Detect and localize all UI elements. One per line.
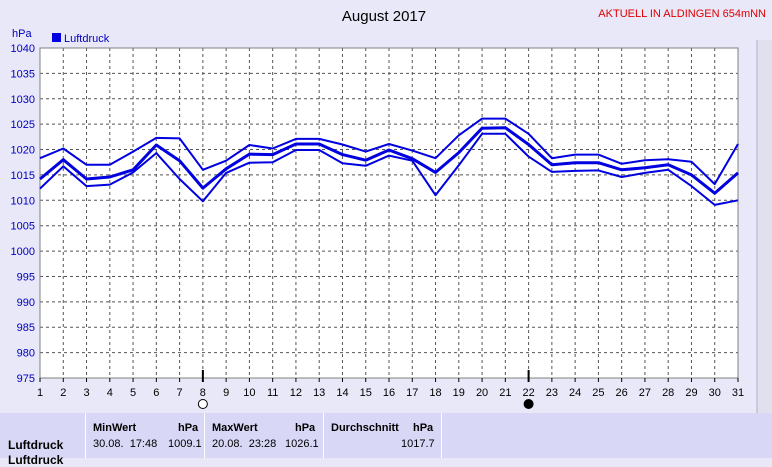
x-tick-label: 22 bbox=[522, 387, 534, 399]
x-tick-label: 9 bbox=[223, 387, 229, 399]
stats-min-time: 30.08. 17:48 bbox=[93, 438, 158, 450]
new-moon-icon bbox=[523, 399, 534, 409]
y-tick-label: 1025 bbox=[11, 119, 35, 131]
x-tick-label: 29 bbox=[685, 387, 697, 399]
stats-avg-header: Durchschnitt bbox=[331, 422, 399, 434]
x-tick-label: 24 bbox=[569, 387, 581, 399]
x-tick-label: 23 bbox=[546, 387, 558, 399]
x-tick-label: 6 bbox=[153, 387, 159, 399]
x-tick-label: 15 bbox=[360, 387, 372, 399]
x-tick-label: 27 bbox=[639, 387, 651, 399]
x-tick-label: 8 bbox=[200, 387, 206, 399]
x-tick-label: 13 bbox=[313, 387, 325, 399]
x-tick-label: 18 bbox=[429, 387, 441, 399]
series-lines bbox=[39, 117, 739, 206]
x-tick-label: 30 bbox=[709, 387, 721, 399]
x-tick-label: 11 bbox=[267, 387, 278, 399]
stats-row-label-2: Luftdruck bbox=[8, 453, 64, 467]
legend-swatch bbox=[52, 33, 61, 42]
y-tick-label: 995 bbox=[17, 271, 35, 283]
x-tick-label: 12 bbox=[290, 387, 302, 399]
stats-min-cell: MinWert hPa 30.08. 17:48 1009.1 bbox=[86, 413, 205, 458]
x-tick-label: 14 bbox=[336, 387, 348, 399]
y-tick-label: 985 bbox=[17, 322, 35, 334]
x-tick-label: 1 bbox=[37, 387, 43, 399]
x-tick-label: 7 bbox=[177, 387, 183, 399]
legend-label: Luftdruck bbox=[64, 33, 110, 45]
y-tick-label: 1035 bbox=[11, 68, 35, 80]
y-axis-unit: hPa bbox=[12, 28, 32, 40]
station-label: AKTUELL IN ALDINGEN 654mNN bbox=[598, 8, 766, 20]
x-tick-label: 4 bbox=[107, 387, 113, 399]
stats-avg-value: 1017.7 bbox=[401, 438, 435, 450]
moon-markers bbox=[197, 370, 534, 409]
stats-max-time: 20.08. 23:28 bbox=[212, 438, 277, 450]
side-scrollbar bbox=[757, 40, 772, 413]
stats-max-unit: hPa bbox=[295, 422, 316, 434]
chart-grid bbox=[40, 48, 738, 378]
y-tick-label: 1040 bbox=[11, 43, 35, 55]
stats-max-header: MaxWert bbox=[212, 422, 258, 434]
chart-title: August 2017 bbox=[342, 8, 426, 25]
y-tick-label: 1015 bbox=[11, 170, 35, 182]
x-tick-label: 21 bbox=[499, 387, 511, 399]
x-tick-label: 20 bbox=[476, 387, 488, 399]
y-tick-label: 1010 bbox=[11, 195, 35, 207]
stats-min-header: MinWert bbox=[93, 422, 137, 434]
stats-empty-cell bbox=[442, 413, 772, 458]
y-tick-label: 980 bbox=[17, 348, 35, 360]
x-tick-label: 10 bbox=[243, 387, 255, 399]
stats-table: Luftdruck Luftdruck MinWert hPa 30.08. 1… bbox=[0, 413, 772, 467]
y-tick-label: 990 bbox=[17, 297, 35, 309]
stats-min-unit: hPa bbox=[178, 422, 199, 434]
stats-max-cell: MaxWert hPa 20.08. 23:28 1026.1 bbox=[205, 413, 324, 458]
x-tick-label: 2 bbox=[60, 387, 66, 399]
x-tick-label: 19 bbox=[453, 387, 465, 399]
y-tick-label: 1030 bbox=[11, 94, 35, 106]
x-tick-label: 31 bbox=[732, 387, 744, 399]
full-moon-icon bbox=[197, 399, 208, 409]
stats-avg-unit: hPa bbox=[413, 422, 434, 434]
series-min-line bbox=[39, 132, 739, 206]
stats-min-value: 1009.1 bbox=[168, 438, 202, 450]
x-tick-label: 28 bbox=[662, 387, 674, 399]
stats-avg-cell: Durchschnitt hPa 1017.7 bbox=[324, 413, 442, 458]
series-avg-line bbox=[39, 126, 739, 195]
x-tick-label: 16 bbox=[383, 387, 395, 399]
x-tick-label: 3 bbox=[83, 387, 89, 399]
stats-max-value: 1026.1 bbox=[285, 438, 319, 450]
stats-row-label: Luftdruck bbox=[8, 438, 64, 452]
y-axis: 975 980 985 990 995 1000 1005 1010 1015 1020 1025 1… bbox=[11, 43, 35, 385]
y-tick-label: 1005 bbox=[11, 221, 35, 233]
pressure-chart: 9759809859909951000100510101015102010251… bbox=[10, 8, 772, 413]
y-tick-label: 975 bbox=[17, 373, 35, 385]
x-tick-label: 25 bbox=[592, 387, 604, 399]
x-tick-label: 17 bbox=[406, 387, 418, 399]
stats-label-cell: Luftdruck Luftdruck bbox=[0, 413, 86, 467]
x-axis: 1 2 3 4 5 6 7 8 9 10 11 12 13 14 15 16 17 18 19 20 21 22 23 24 2… bbox=[37, 378, 744, 399]
x-tick-label: 5 bbox=[130, 387, 136, 399]
y-tick-label: 1000 bbox=[11, 246, 35, 258]
x-tick-label: 26 bbox=[616, 387, 628, 399]
series-max-line bbox=[39, 117, 739, 186]
y-tick-label: 1020 bbox=[11, 145, 35, 157]
